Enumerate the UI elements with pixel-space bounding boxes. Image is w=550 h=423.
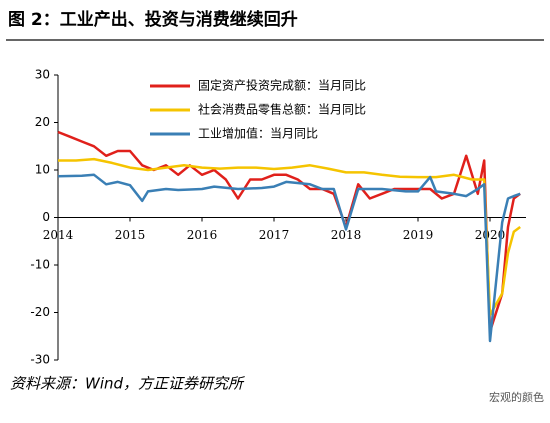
watermark: 宏观的颜色 — [489, 390, 544, 404]
x-tick-label: 2020 — [475, 228, 506, 242]
y-tick-label: -20 — [30, 305, 50, 319]
legend-label: 社会消费品零售总额：当月同比 — [198, 102, 366, 117]
y-tick-label: 30 — [35, 68, 50, 82]
y-tick-label: 0 — [42, 210, 50, 224]
x-tick-label: 2016 — [187, 228, 218, 242]
y-tick-label: -30 — [30, 353, 50, 367]
series-line — [57, 173, 521, 343]
y-tick-label: 10 — [35, 163, 50, 177]
x-tick-label: 2018 — [331, 228, 362, 242]
source-note: 资料来源：Wind，方正证券研究所 — [10, 375, 245, 393]
chart-title: 图 2：工业产出、投资与消费继续回升 — [8, 9, 298, 30]
y-tick-label: -10 — [30, 258, 50, 272]
y-tick-label: 20 — [35, 115, 50, 129]
legend-label: 工业增加值：当月同比 — [198, 126, 318, 141]
x-tick-label: 2014 — [43, 228, 74, 242]
x-tick-label: 2017 — [259, 228, 290, 242]
x-tick-label: 2015 — [115, 228, 146, 242]
x-tick-label: 2019 — [403, 228, 434, 242]
legend-label: 固定资产投资完成额：当月同比 — [198, 78, 366, 93]
